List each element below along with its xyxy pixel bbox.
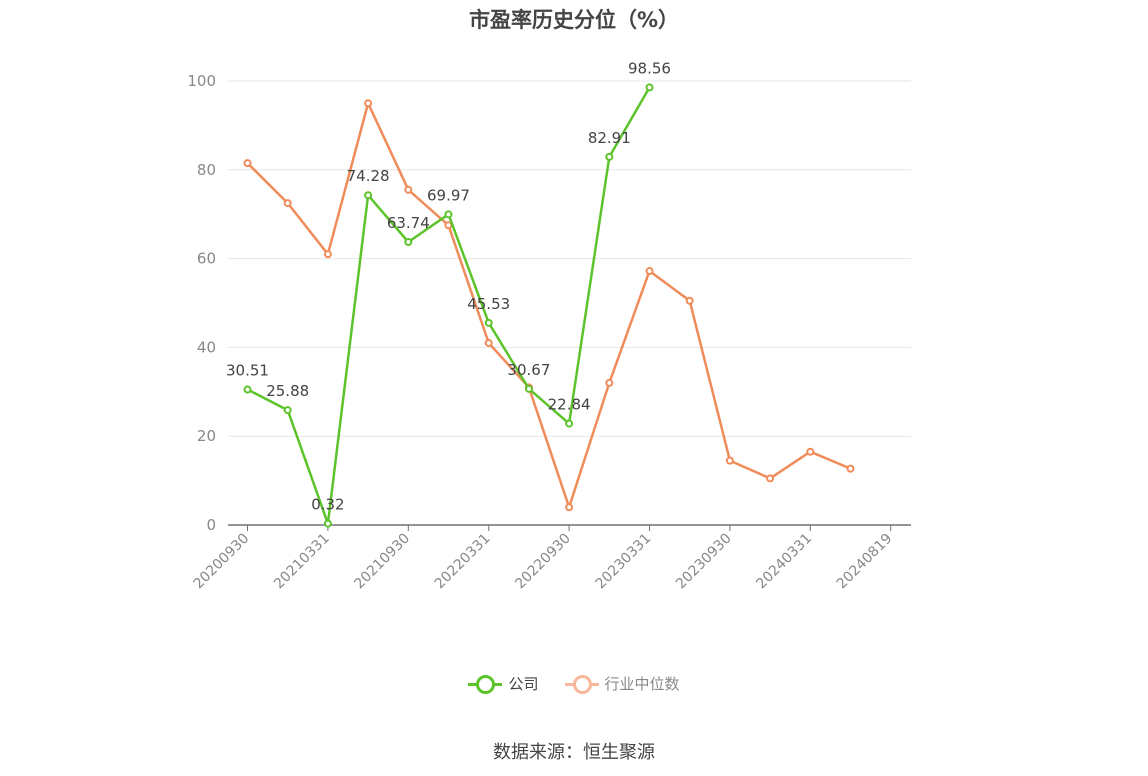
industry-point xyxy=(405,187,411,193)
x-tick-label: 20230930 xyxy=(673,531,735,593)
x-tick-label: 20220331 xyxy=(432,531,494,593)
company-data-label: 0.32 xyxy=(311,496,344,514)
company-data-label: 98.56 xyxy=(628,59,671,77)
company-point xyxy=(325,521,331,527)
industry-point xyxy=(325,251,331,257)
company-series-line xyxy=(248,87,650,523)
industry-point xyxy=(606,380,612,386)
x-tick-label: 20240819 xyxy=(834,531,896,593)
legend-company-marker-icon xyxy=(468,674,502,694)
company-data-label: 45.53 xyxy=(467,295,510,313)
company-data-label: 69.97 xyxy=(427,186,470,204)
company-data-label: 63.74 xyxy=(387,214,430,232)
company-data-label: 25.88 xyxy=(266,382,309,400)
company-point xyxy=(405,239,411,245)
company-point xyxy=(446,211,452,217)
x-tick-label: 20220930 xyxy=(512,531,574,593)
industry-point xyxy=(727,458,733,464)
legend-industry-label: 行业中位数 xyxy=(605,673,680,694)
industry-point xyxy=(687,298,693,304)
company-point xyxy=(285,407,291,413)
data-source-note: 数据来源：恒生聚源 xyxy=(0,738,1148,764)
legend-company-label: 公司 xyxy=(508,673,538,694)
company-point xyxy=(647,84,653,90)
y-tick-label: 100 xyxy=(187,72,216,90)
company-data-label: 22.84 xyxy=(548,396,591,414)
company-data-label: 30.67 xyxy=(507,361,550,379)
industry-point xyxy=(647,268,653,274)
industry-point xyxy=(365,100,371,106)
y-tick-label: 20 xyxy=(197,427,216,445)
company-data-label: 74.28 xyxy=(347,167,390,185)
industry-point xyxy=(285,200,291,206)
legend-item-industry[interactable]: 行业中位数 xyxy=(565,673,680,694)
company-point xyxy=(486,320,492,326)
x-tick-label: 20200930 xyxy=(191,531,253,593)
industry-point xyxy=(767,475,773,481)
y-tick-label: 60 xyxy=(197,250,216,268)
x-tick-label: 20240331 xyxy=(753,531,815,593)
industry-point xyxy=(486,340,492,346)
x-tick-label: 20210331 xyxy=(271,531,333,593)
company-point xyxy=(245,387,251,393)
chart-legend: 公司 行业中位数 xyxy=(0,673,1148,694)
industry-point xyxy=(566,504,572,510)
company-data-label: 82.91 xyxy=(588,129,631,147)
industry-point xyxy=(848,466,854,472)
legend-item-company[interactable]: 公司 xyxy=(468,673,538,694)
x-tick-label: 20210930 xyxy=(351,531,413,593)
company-point xyxy=(365,192,371,198)
company-point xyxy=(566,421,572,427)
y-tick-label: 40 xyxy=(197,338,216,356)
x-tick-label: 20230331 xyxy=(593,531,655,593)
legend-industry-marker-icon xyxy=(565,674,599,694)
industry-point xyxy=(245,160,251,166)
industry-point xyxy=(807,449,813,455)
y-tick-label: 0 xyxy=(206,516,216,534)
company-point xyxy=(606,154,612,160)
y-tick-label: 80 xyxy=(197,161,216,179)
company-data-label: 30.51 xyxy=(226,362,269,380)
company-point xyxy=(526,386,532,392)
